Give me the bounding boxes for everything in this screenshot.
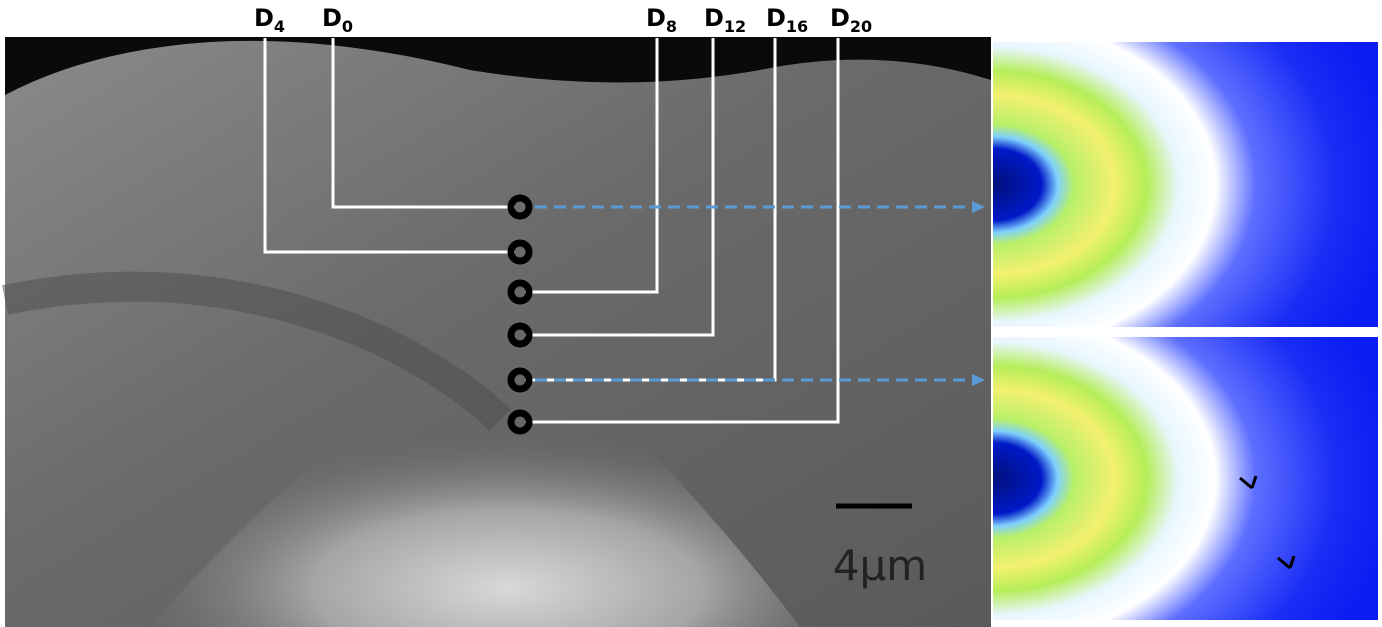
label-main: D <box>322 4 342 32</box>
label-sub: 12 <box>724 17 746 36</box>
scale-bar-label: 4μm <box>833 541 927 590</box>
label-main: D <box>254 4 274 32</box>
label-main: D <box>704 4 724 32</box>
label-sub: 0 <box>342 17 353 36</box>
label-main: D <box>646 4 666 32</box>
point-label: D8 <box>646 4 677 36</box>
label-sub: 20 <box>850 17 872 36</box>
point-label: D16 <box>766 4 808 36</box>
point-label: D20 <box>830 4 872 36</box>
diffraction-top <box>993 42 1378 327</box>
point-label: D12 <box>704 4 746 36</box>
label-main: D <box>766 4 786 32</box>
label-sub: 4 <box>274 17 285 36</box>
label-main: D <box>830 4 850 32</box>
diffraction-bottom <box>993 337 1378 620</box>
point-label: D4 <box>254 4 285 36</box>
sem-image <box>5 37 991 627</box>
point-label: D0 <box>322 4 353 36</box>
label-sub: 8 <box>666 17 677 36</box>
label-sub: 16 <box>786 17 808 36</box>
figure: D4 D0 D8 D12 D16 D20 4μm <box>0 0 1382 627</box>
